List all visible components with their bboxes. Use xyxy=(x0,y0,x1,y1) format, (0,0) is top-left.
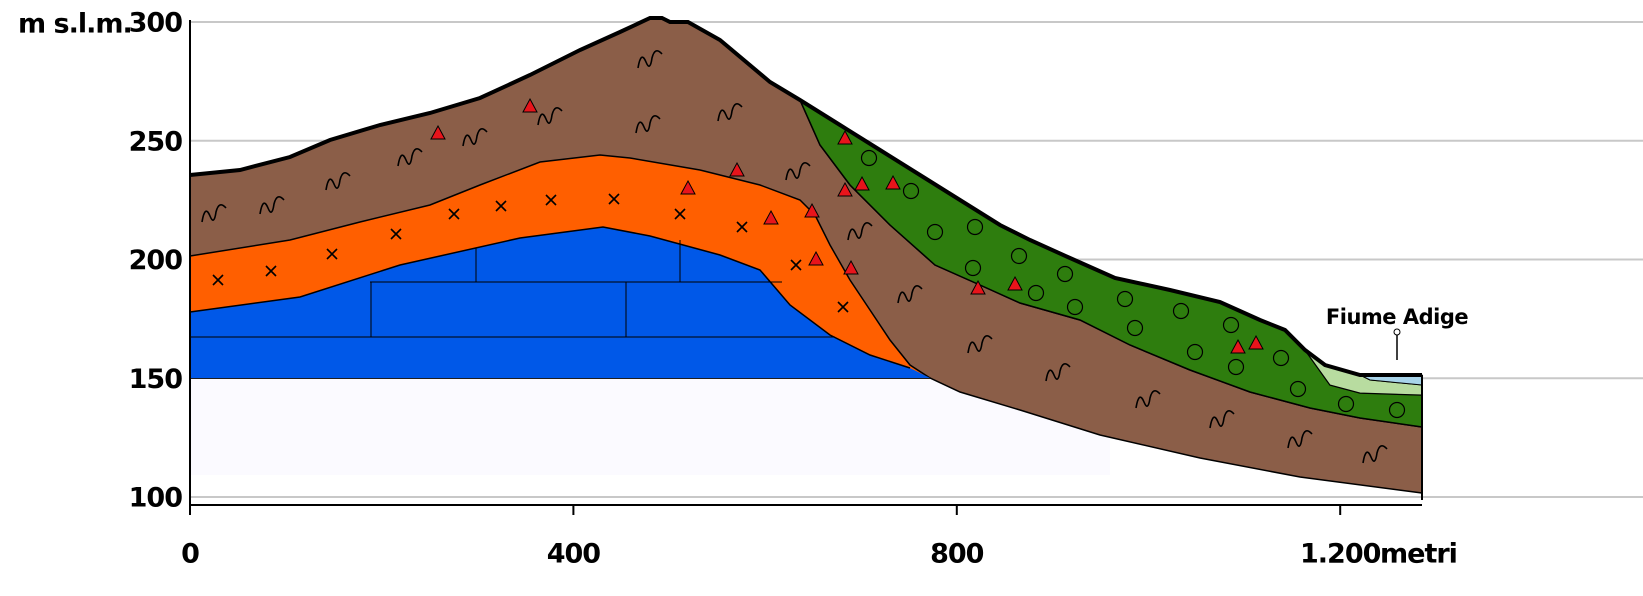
cross xyxy=(545,194,557,206)
squiggle xyxy=(967,335,993,354)
triangle xyxy=(1007,275,1023,291)
triangle xyxy=(804,202,820,218)
triangle xyxy=(1230,338,1246,354)
x-tick-label: 0 xyxy=(181,539,199,570)
pebble xyxy=(902,182,920,200)
triangle xyxy=(680,179,696,195)
squiggle xyxy=(1045,363,1071,382)
pebble xyxy=(964,259,982,277)
squiggle xyxy=(1135,390,1161,409)
pebble xyxy=(1289,380,1307,398)
cross xyxy=(608,193,620,205)
squiggle xyxy=(717,103,743,122)
cross xyxy=(495,200,507,212)
cross xyxy=(390,228,402,240)
pebble xyxy=(1116,290,1134,308)
y-tick-label: 300 xyxy=(129,8,183,39)
x-unit: metri xyxy=(1380,539,1457,570)
base-area xyxy=(190,378,1110,475)
squiggle xyxy=(1209,410,1235,429)
ticks: 100 150 200 250 300 0 400 800 1.200 xyxy=(129,8,1382,570)
triangle xyxy=(430,124,446,140)
cross xyxy=(790,259,802,271)
triangle xyxy=(837,181,853,197)
squiggle xyxy=(897,285,923,304)
triangle xyxy=(970,279,986,295)
cross xyxy=(326,248,338,260)
blue-top xyxy=(189,226,911,369)
squiggle xyxy=(1287,430,1313,449)
pebble xyxy=(1272,349,1290,367)
pebble xyxy=(1027,284,1045,302)
pebble xyxy=(1056,265,1074,283)
pebble xyxy=(1388,401,1406,419)
squiggle xyxy=(635,115,661,134)
squiggle xyxy=(397,148,423,167)
pebble xyxy=(1186,343,1204,361)
pebble xyxy=(1126,319,1144,337)
cross xyxy=(736,221,748,233)
ground-surface xyxy=(189,16,1422,377)
cross xyxy=(674,208,686,220)
pebble xyxy=(1337,395,1355,413)
squiggle xyxy=(462,128,488,147)
triangle xyxy=(763,209,779,225)
x-tick-label: 400 xyxy=(547,539,601,570)
squiggle xyxy=(537,107,563,126)
blue-joints xyxy=(190,240,835,338)
squiggle xyxy=(785,162,811,181)
y-unit: m s.l.m. xyxy=(18,9,132,40)
x-tick-label: 800 xyxy=(930,539,984,570)
cross xyxy=(448,208,460,220)
triangle xyxy=(885,174,901,190)
symbols xyxy=(201,50,1406,464)
squiggle xyxy=(259,196,285,215)
cross xyxy=(212,274,224,286)
y-tick-label: 150 xyxy=(129,364,183,395)
squiggle xyxy=(325,172,351,191)
squiggle xyxy=(1362,445,1388,464)
pebble xyxy=(1010,247,1028,265)
pin-head xyxy=(1393,328,1401,336)
triangle xyxy=(729,161,745,177)
pebble xyxy=(1227,358,1245,376)
cross xyxy=(837,301,849,313)
squiggle xyxy=(201,204,227,223)
squiggle xyxy=(847,222,873,241)
river-label: Fiume Adige xyxy=(1326,305,1468,329)
triangle xyxy=(808,250,824,266)
y-tick-label: 250 xyxy=(129,126,183,157)
triangle xyxy=(843,259,859,275)
pebble xyxy=(1066,298,1084,316)
triangle xyxy=(854,175,870,191)
cross xyxy=(265,265,277,277)
triangle xyxy=(1248,334,1264,350)
triangle xyxy=(522,97,538,113)
pebble xyxy=(926,223,944,241)
y-tick-label: 200 xyxy=(129,245,183,276)
pebble xyxy=(860,149,878,167)
pebble xyxy=(1172,302,1190,320)
triangle xyxy=(837,129,853,145)
pebble xyxy=(966,218,984,236)
x-tick-label: 1.200 xyxy=(1300,539,1381,570)
y-tick-label: 100 xyxy=(129,483,183,514)
squiggle xyxy=(637,50,663,69)
pebble xyxy=(1222,316,1240,334)
